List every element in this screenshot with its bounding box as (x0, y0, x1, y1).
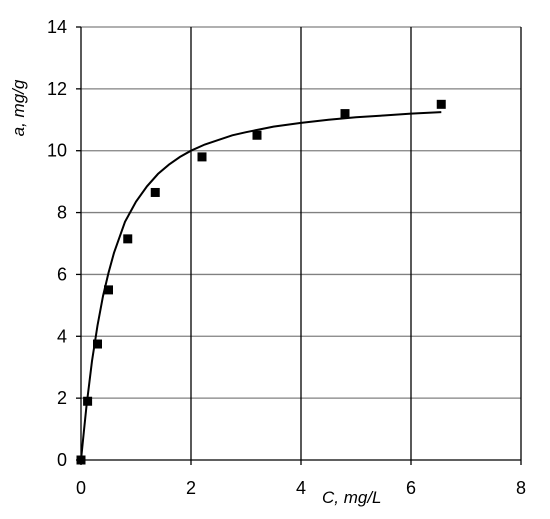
data-point (93, 339, 102, 349)
y-tick-label: 2 (57, 388, 67, 408)
data-point (76, 455, 86, 465)
data-point (252, 130, 262, 140)
fit-curve (80, 111, 442, 461)
y-tick-label: 0 (57, 450, 67, 470)
x-tick-label: 6 (406, 478, 416, 498)
x-tick-label: 2 (186, 478, 196, 498)
data-point (197, 152, 207, 162)
data-point (123, 234, 133, 244)
x-axis-label: C, mg/L (322, 488, 382, 507)
data-point (83, 396, 93, 406)
y-tick-label: 14 (47, 17, 67, 37)
x-tick-label: 4 (296, 478, 306, 498)
y-tick-label: 6 (57, 264, 67, 284)
data-point (150, 187, 160, 197)
data-point (436, 99, 446, 109)
x-tick-label: 0 (76, 478, 86, 498)
y-tick-label: 10 (47, 141, 67, 161)
y-tick-label: 12 (47, 79, 67, 99)
x-tick-label: 8 (516, 478, 526, 498)
y-axis-label: a, mg/g (9, 79, 28, 136)
data-point (104, 285, 113, 295)
data-point (340, 109, 350, 119)
y-tick-label: 8 (57, 203, 67, 223)
y-tick-label: 4 (57, 326, 67, 346)
